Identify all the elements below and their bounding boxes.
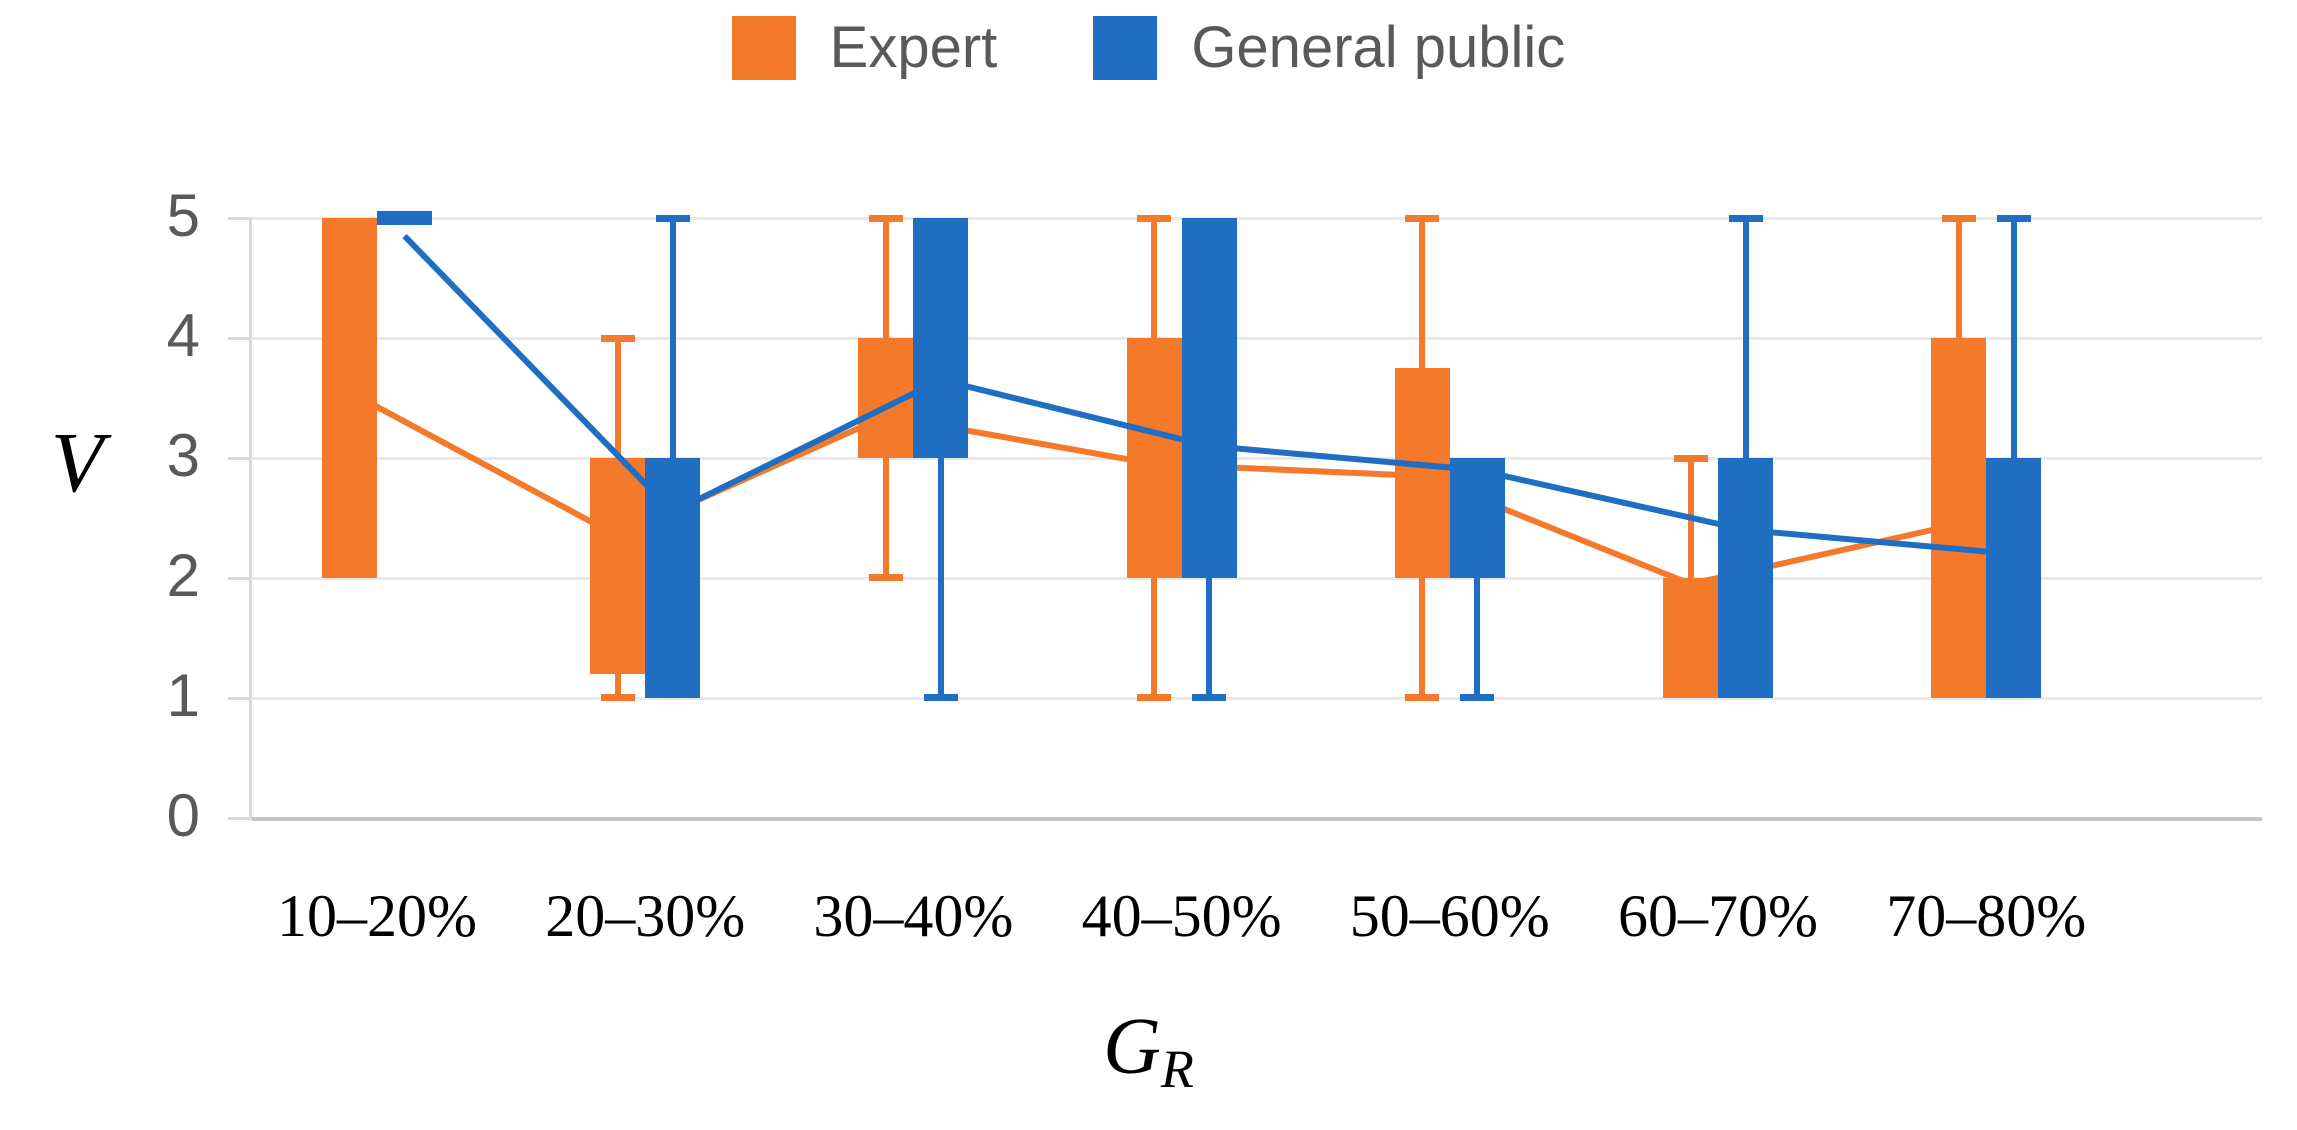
- expert-box: [322, 218, 377, 578]
- x-category-label: 60–70%: [1618, 883, 1818, 949]
- x-category-label: 70–80%: [1886, 883, 2087, 949]
- x-category-label: 40–50%: [1081, 883, 1282, 949]
- general-public-upper-whisker: [2010, 218, 2017, 458]
- expert-upper-whisker: [614, 338, 621, 458]
- y-tick: [228, 697, 252, 700]
- general-public-upper-whisker: [1742, 218, 1749, 458]
- general-public-box: [645, 458, 701, 698]
- x-axis-title-subscript: R: [1160, 1039, 1194, 1099]
- expert-upper-whisker-cap: [868, 215, 903, 222]
- general-public-box: [1449, 458, 1505, 578]
- y-tick-label: 5: [166, 182, 200, 249]
- general-public-lower-whisker-cap: [1192, 694, 1227, 701]
- legend-item-general-public: General public: [1093, 14, 1565, 81]
- expert-upper-whisker: [1687, 458, 1694, 578]
- legend-item-expert: Expert: [731, 14, 998, 81]
- expert-upper-whisker: [1419, 218, 1426, 368]
- expert-box: [1931, 338, 1987, 698]
- general-public-lower-whisker-cap: [1460, 694, 1495, 701]
- general-public-lower-whisker: [1474, 578, 1481, 698]
- x-category-label: 10–20%: [277, 883, 477, 949]
- gridline: [252, 697, 2262, 700]
- legend-label-expert: Expert: [829, 15, 998, 80]
- expert-upper-whisker-cap: [1941, 215, 1976, 222]
- y-tick-label: 1: [166, 662, 200, 729]
- x-axis-title: GR: [0, 1002, 2297, 1100]
- y-tick-label: 2: [166, 542, 200, 609]
- y-tick: [228, 817, 252, 820]
- expert-upper-whisker: [1955, 218, 1962, 338]
- x-axis-title-main: G: [1103, 1003, 1161, 1091]
- x-category-label: 30–40%: [813, 883, 1014, 949]
- general-public-lower-whisker: [937, 458, 944, 698]
- general-public-upper-whisker-cap: [1728, 215, 1763, 222]
- general-public-upper-whisker: [669, 218, 676, 458]
- expert-box: [858, 338, 914, 458]
- y-tick: [228, 217, 252, 220]
- general-public-box: [1181, 218, 1237, 578]
- expert-lower-whisker: [1151, 578, 1158, 698]
- expert-lower-whisker: [882, 458, 889, 578]
- y-axis-line: [249, 218, 252, 820]
- general-public-box: [913, 218, 969, 458]
- general-public-upper-whisker-cap: [1996, 215, 2031, 222]
- x-category-label: 50–60%: [1349, 883, 1550, 949]
- expert-lower-whisker-cap: [1405, 694, 1440, 701]
- expert-lower-whisker: [1419, 578, 1426, 698]
- expert-upper-whisker: [882, 218, 889, 338]
- general-public-upper-whisker-cap: [655, 215, 690, 222]
- y-tick-label: 3: [166, 422, 200, 489]
- expert-box: [1663, 578, 1718, 698]
- x-axis-baseline: [252, 817, 2262, 821]
- expert-upper-whisker-cap: [1405, 215, 1440, 222]
- gridline: [252, 217, 2262, 220]
- expert-lower-whisker-cap: [1137, 694, 1172, 701]
- y-tick: [228, 457, 252, 460]
- general-public-lower-whisker: [1206, 578, 1213, 698]
- expert-upper-whisker-cap: [1673, 455, 1708, 462]
- y-tick-label: 4: [166, 302, 200, 369]
- y-axis-title: V: [50, 414, 104, 510]
- general-public-lower-whisker-cap: [923, 694, 958, 701]
- expert-lower-whisker-cap: [600, 694, 635, 701]
- y-tick-label: 0: [166, 782, 200, 849]
- legend: Expert General public: [0, 14, 2297, 81]
- expert-box: [1126, 338, 1182, 578]
- x-category-label: 20–30%: [545, 883, 746, 949]
- y-tick: [228, 337, 252, 340]
- expert-lower-whisker-cap: [868, 574, 903, 581]
- expert-lower-whisker: [614, 674, 621, 698]
- expert-upper-whisker-cap: [1137, 215, 1172, 222]
- general-public-box: [377, 211, 432, 225]
- expert-swatch-icon: [731, 15, 796, 80]
- expert-box: [1394, 368, 1450, 578]
- expert-upper-whisker: [1151, 218, 1158, 338]
- expert-box: [590, 458, 646, 674]
- y-tick: [228, 577, 252, 580]
- general-public-box: [1986, 458, 2042, 698]
- general-public-box: [1718, 458, 1773, 698]
- general-public-swatch-icon: [1093, 15, 1158, 80]
- legend-label-general-public: General public: [1191, 15, 1566, 80]
- expert-upper-whisker-cap: [600, 335, 635, 342]
